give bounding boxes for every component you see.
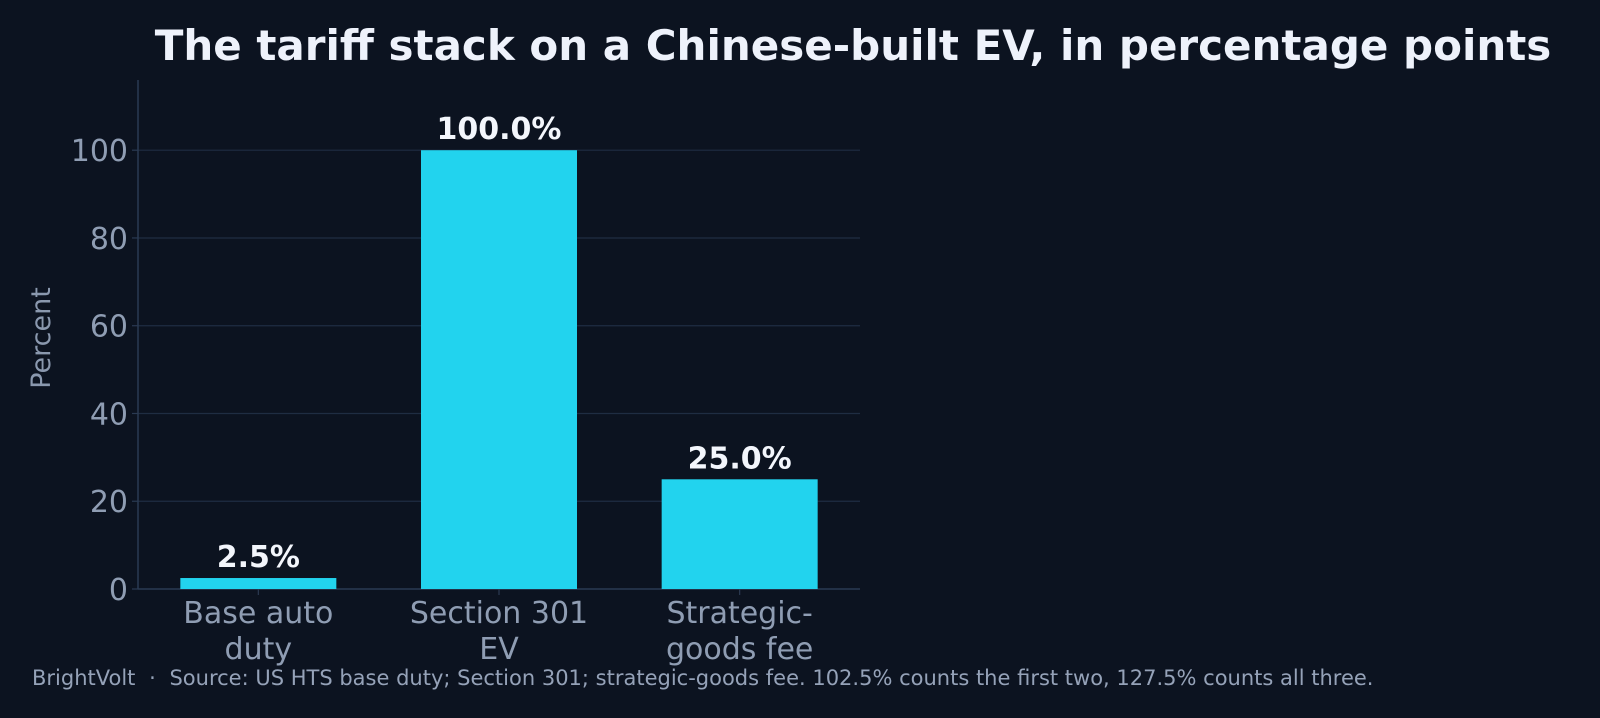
footer-source: Source: US HTS base duty; Section 301; s… <box>169 666 1374 690</box>
data-label: 100.0% <box>437 112 562 147</box>
bars <box>180 150 818 589</box>
data-labels: 2.5% 100.0% 25.0% <box>217 112 792 575</box>
y-tick-label: 80 <box>90 222 128 257</box>
x-tick-label: Strategic- <box>666 596 812 631</box>
x-tick-label: duty <box>225 632 293 667</box>
footer: BrightVolt · Source: US HTS base duty; S… <box>32 666 1373 690</box>
data-label: 25.0% <box>688 441 792 476</box>
chart-title: The tariff stack on a Chinese-built EV, … <box>155 21 1552 70</box>
bar <box>661 479 818 589</box>
x-tick-label: EV <box>479 632 519 667</box>
x-tick-label: Base auto <box>183 596 333 631</box>
y-tick-label: 100 <box>71 134 128 169</box>
y-tick-label: 0 <box>109 573 128 608</box>
y-tick-labels: 0 20 40 60 80 100 <box>71 134 128 608</box>
data-label: 2.5% <box>217 540 300 575</box>
y-axis-label: Percent <box>26 287 57 389</box>
footer-brand: BrightVolt <box>32 666 136 690</box>
y-tick-label: 40 <box>90 397 128 432</box>
x-tick-label: Section 301 <box>410 596 588 631</box>
x-tick-label: goods fee <box>666 632 813 667</box>
footer-separator: · <box>149 666 156 690</box>
bar <box>180 578 337 589</box>
y-tick-label: 20 <box>90 485 128 520</box>
bar <box>421 150 577 589</box>
y-tick-label: 60 <box>90 310 128 345</box>
